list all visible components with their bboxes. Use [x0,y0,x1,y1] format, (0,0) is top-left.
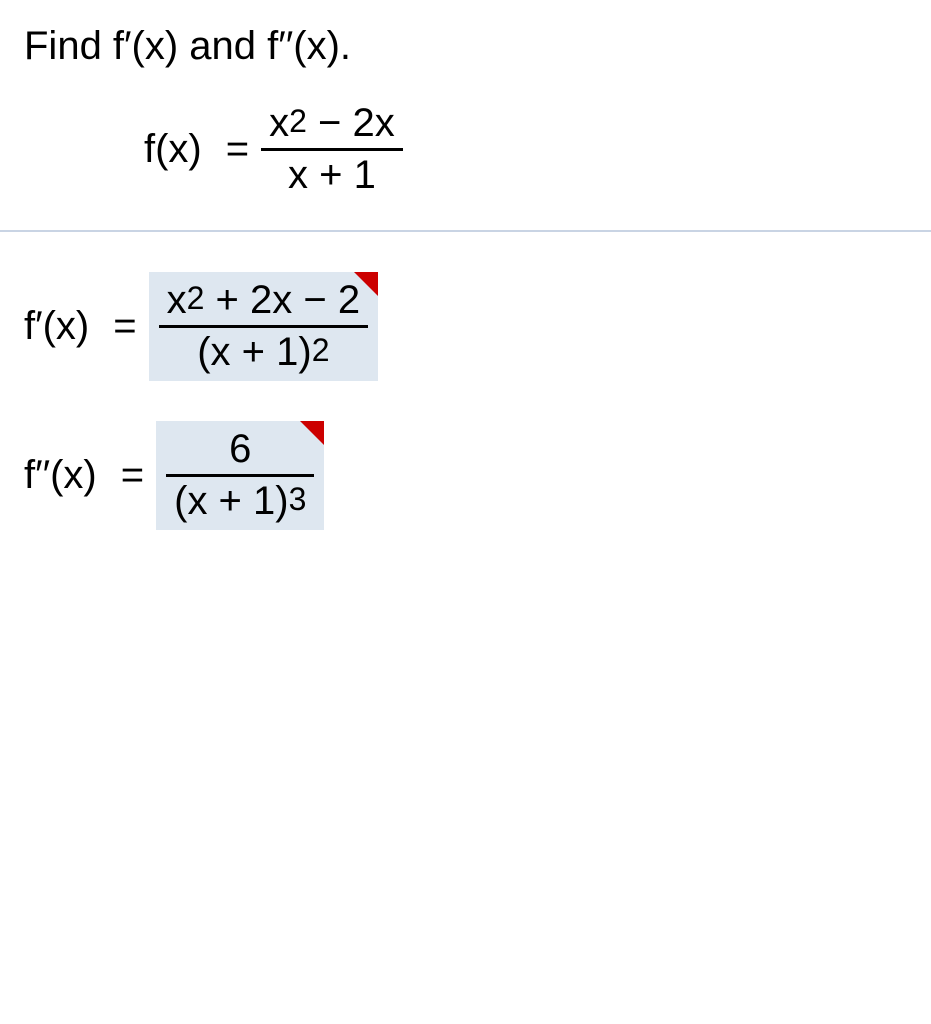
original-denominator: x + 1 [280,151,384,200]
equals-sign: = [113,304,136,349]
second-derivative-row: f′′(x) = 6 (x + 1)3 [24,421,907,530]
first-derivative-lhs: f′(x) [24,304,89,349]
first-derivative-answer[interactable]: x2 + 2x − 2 (x + 1)2 [149,272,378,381]
original-function: f(x) = x2 − 2x x + 1 [24,99,907,230]
second-derivative-lhs: f′′(x) [24,453,97,498]
second-derivative-denominator: (x + 1)3 [166,477,314,526]
second-derivative-numerator: 6 [221,425,259,474]
equals-sign: = [121,453,144,498]
original-numerator: x2 − 2x [261,99,403,148]
original-fraction: x2 − 2x x + 1 [261,99,403,200]
first-derivative-denominator: (x + 1)2 [189,328,337,377]
section-divider [0,230,931,232]
first-derivative-fraction: x2 + 2x − 2 (x + 1)2 [159,276,368,377]
prompt-text: Find f′(x) and f′′(x). [24,24,907,69]
original-lhs: f(x) [144,127,202,172]
first-derivative-numerator: x2 + 2x − 2 [159,276,368,325]
second-derivative-answer[interactable]: 6 (x + 1)3 [156,421,324,530]
equals-sign: = [226,127,249,172]
first-derivative-row: f′(x) = x2 + 2x − 2 (x + 1)2 [24,272,907,381]
second-derivative-fraction: 6 (x + 1)3 [166,425,314,526]
